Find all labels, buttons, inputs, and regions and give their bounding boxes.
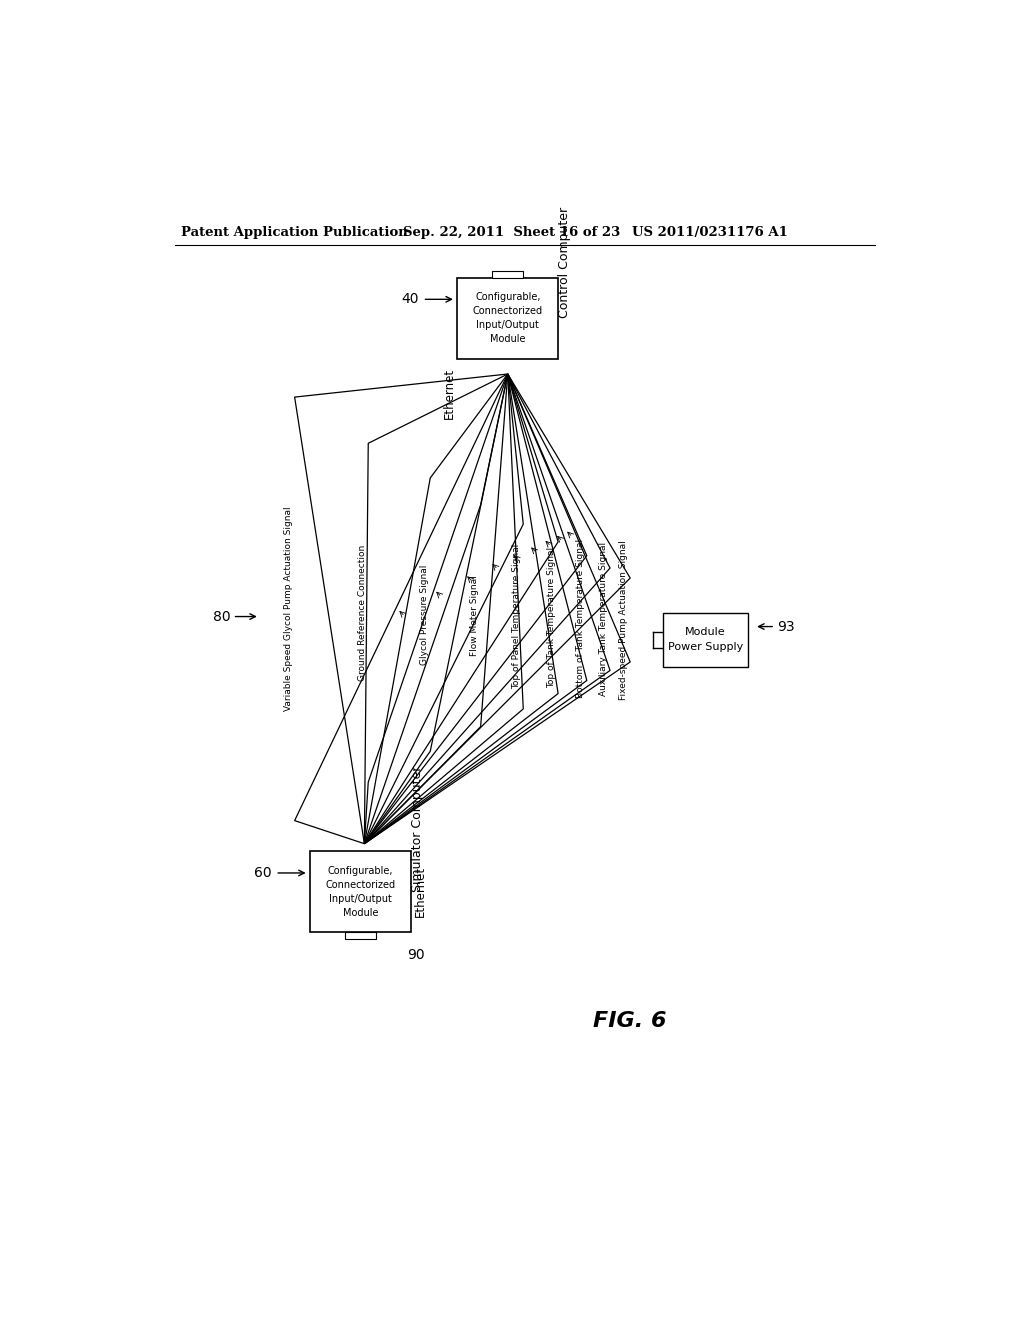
Text: Flow Meter Signal: Flow Meter Signal — [470, 576, 479, 656]
Bar — [310, 851, 411, 932]
Text: 60: 60 — [254, 866, 271, 880]
Text: Bottom of Tank Temperature Signal: Bottom of Tank Temperature Signal — [577, 539, 585, 698]
Text: 90: 90 — [407, 948, 425, 962]
Text: Configurable,
Connectorized
Input/Output
Module: Configurable, Connectorized Input/Output… — [473, 292, 543, 345]
Text: 80: 80 — [213, 610, 230, 623]
Text: Ethernet: Ethernet — [414, 866, 427, 917]
Text: Variable Speed Glycol Pump Actuation Signal: Variable Speed Glycol Pump Actuation Sig… — [284, 507, 293, 711]
Text: Patent Application Publication: Patent Application Publication — [180, 226, 408, 239]
Text: Sep. 22, 2011  Sheet 16 of 23: Sep. 22, 2011 Sheet 16 of 23 — [403, 226, 621, 239]
Text: Simulator Computer: Simulator Computer — [411, 766, 424, 892]
Text: FIG. 6: FIG. 6 — [593, 1011, 667, 1031]
Bar — [493, 271, 523, 277]
Text: Configurable,
Connectorized
Input/Output
Module: Configurable, Connectorized Input/Output… — [326, 866, 395, 917]
Text: Top of Tank Temperature Signal: Top of Tank Temperature Signal — [548, 548, 556, 688]
Text: Ethernet: Ethernet — [443, 368, 456, 418]
Text: Fixed-speed Pump Actuation Signal: Fixed-speed Pump Actuation Signal — [620, 540, 629, 700]
Text: Control Computer: Control Computer — [558, 207, 570, 318]
Text: Auxiliary Tank Temperature Signal: Auxiliary Tank Temperature Signal — [599, 543, 608, 697]
Text: Glycol Pressure Signal: Glycol Pressure Signal — [420, 565, 429, 665]
Text: 93: 93 — [777, 619, 795, 634]
Text: Ground Reference Connection: Ground Reference Connection — [357, 545, 367, 681]
Text: Module
Power Supply: Module Power Supply — [668, 627, 743, 652]
Text: US 2011/0231176 A1: US 2011/0231176 A1 — [632, 226, 787, 239]
Text: 40: 40 — [401, 292, 419, 306]
Bar — [458, 277, 558, 359]
Text: Top of Panel Temperature Signal: Top of Panel Temperature Signal — [513, 544, 521, 689]
Bar — [345, 932, 376, 940]
Bar — [663, 612, 748, 667]
